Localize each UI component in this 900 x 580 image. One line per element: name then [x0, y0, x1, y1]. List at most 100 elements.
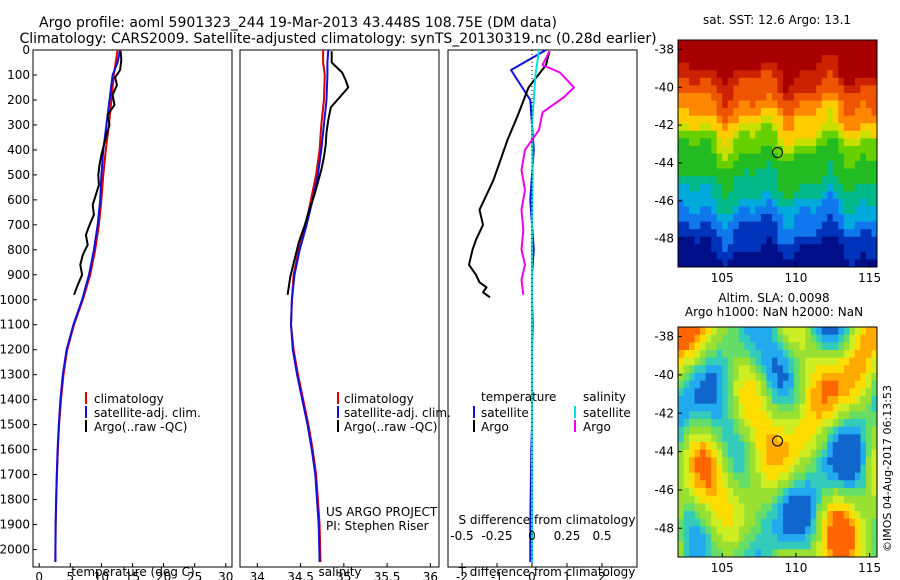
map-cell	[788, 488, 795, 497]
map-cell	[805, 259, 812, 267]
map-cell	[788, 534, 795, 543]
legend-label-climatology: climatology	[344, 392, 414, 406]
map-cell	[843, 449, 850, 458]
map-cell	[799, 153, 806, 162]
map-cell	[821, 47, 828, 56]
map-cell	[727, 176, 734, 185]
map-cell	[711, 472, 718, 481]
map-cell	[777, 92, 784, 102]
map-cell	[689, 549, 696, 557]
map-cell	[744, 457, 751, 466]
map-cell	[821, 55, 828, 64]
map-cell	[738, 191, 745, 200]
map-cell	[689, 411, 696, 420]
map-cell	[771, 145, 779, 155]
map-cell	[783, 138, 790, 147]
map-cell	[799, 100, 806, 109]
map-cell	[722, 176, 729, 185]
map-cell	[766, 388, 773, 397]
map-cell	[716, 449, 723, 458]
map-cell	[755, 549, 762, 557]
map-cell	[849, 365, 856, 374]
map-cell	[760, 183, 768, 192]
map-cell	[827, 47, 834, 56]
map-cell	[727, 334, 734, 343]
map-cell	[771, 229, 779, 238]
map-cell	[683, 511, 690, 520]
map-cell	[689, 100, 696, 109]
map-cell	[860, 334, 867, 343]
map-cell	[816, 229, 823, 238]
map-cell	[805, 229, 812, 238]
map-cell	[805, 511, 812, 520]
map-cell	[838, 426, 845, 435]
map-cell	[749, 85, 756, 94]
map-cell	[843, 442, 850, 451]
map-cell	[788, 85, 795, 94]
map-cell	[854, 419, 862, 428]
map-cell	[816, 55, 823, 64]
map-cell	[838, 77, 845, 86]
map-cell	[854, 183, 862, 192]
map-cell	[733, 47, 740, 56]
series-salinity-argo	[520, 50, 575, 295]
map-cell	[727, 342, 734, 351]
map-cell	[716, 138, 723, 147]
map-cell	[821, 503, 828, 512]
map-cell	[816, 518, 823, 527]
map-cell	[810, 108, 817, 117]
map-cell	[783, 403, 790, 412]
map-y-tick-label: -40	[654, 368, 674, 382]
map-cell	[689, 503, 696, 512]
map-cell	[805, 465, 812, 474]
map-cell	[849, 334, 856, 343]
map-cell	[722, 380, 729, 389]
map-cell	[810, 198, 817, 208]
map-cell	[843, 85, 850, 94]
map-cell	[788, 518, 795, 527]
map-cell	[799, 85, 806, 94]
map-cell	[805, 426, 812, 435]
map-cell	[816, 342, 823, 351]
map-cell	[689, 153, 696, 162]
map-cell	[799, 108, 806, 117]
map-cell	[838, 403, 845, 412]
map-cell	[749, 70, 756, 79]
map-cell	[689, 214, 696, 223]
map-cell	[749, 92, 756, 102]
map-cell	[810, 388, 817, 397]
map-cell	[722, 100, 729, 109]
map-cell	[777, 115, 784, 124]
map-cell	[783, 161, 790, 170]
sla-map-frame	[677, 326, 878, 558]
map-cell	[722, 55, 729, 64]
map-cell	[760, 176, 768, 185]
map-cell	[727, 419, 734, 428]
map-cell	[760, 168, 768, 177]
map-cell	[805, 168, 812, 177]
map-cell	[827, 251, 834, 261]
map-cell	[832, 388, 839, 397]
map-cell	[816, 549, 823, 557]
map-cell	[827, 388, 834, 397]
map-cell	[821, 541, 828, 550]
map-cell	[700, 472, 707, 481]
map-cell	[810, 191, 817, 200]
map-cell	[805, 198, 812, 208]
map-cell	[783, 365, 790, 374]
map-cell	[749, 465, 756, 474]
y-tick-label: 1200	[0, 343, 30, 357]
map-cell	[865, 191, 873, 200]
map-cell	[711, 236, 718, 245]
map-cell	[678, 77, 685, 86]
map-cell	[744, 62, 751, 71]
map-cell	[705, 229, 712, 238]
map-cell	[832, 327, 839, 336]
map-cell	[860, 183, 867, 192]
map-cell	[854, 488, 862, 497]
map-cell	[727, 357, 734, 366]
map-cell	[799, 534, 806, 543]
map-cell	[783, 549, 790, 557]
map-cell	[749, 198, 756, 208]
map-cell	[716, 534, 723, 543]
